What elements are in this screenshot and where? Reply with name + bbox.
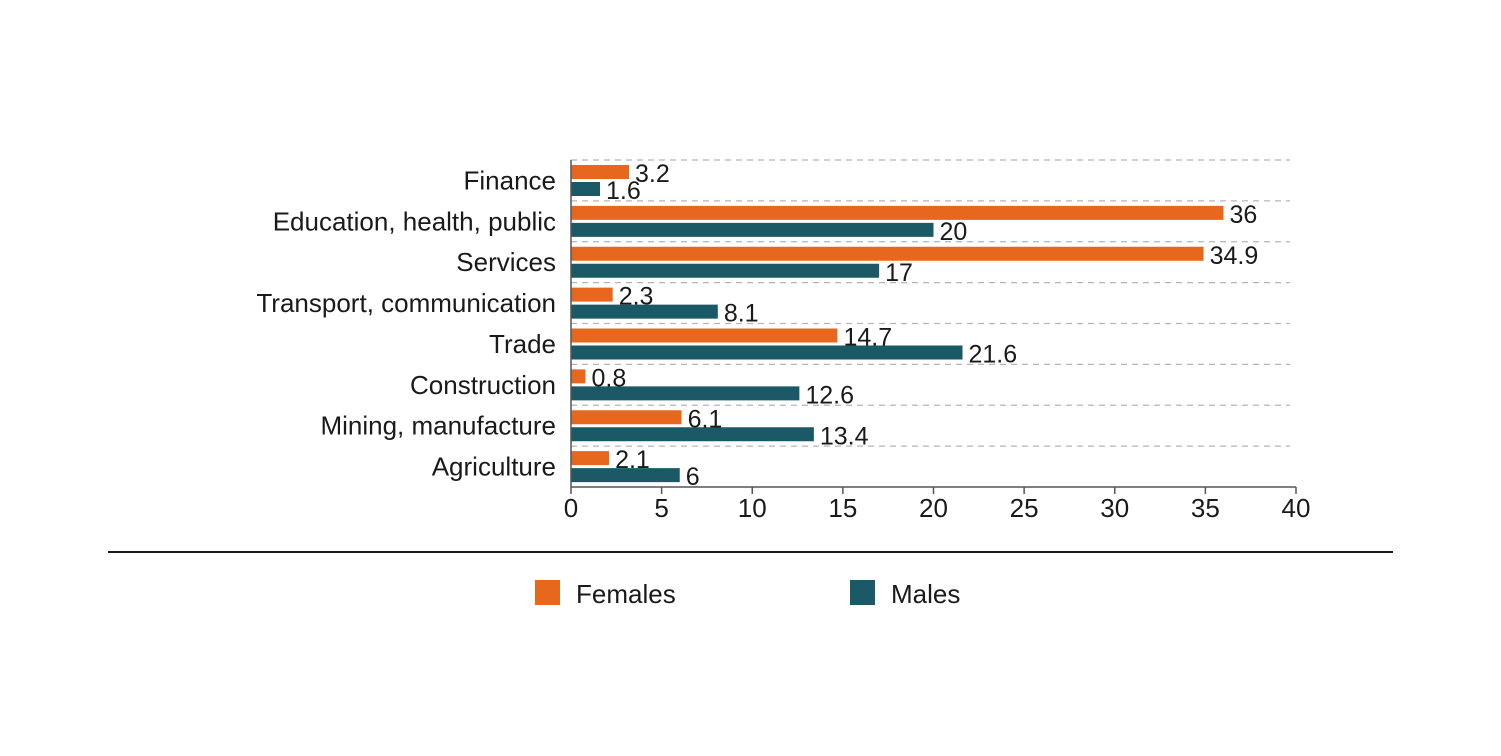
data-label-females-transport-communication: 2.3	[619, 283, 654, 311]
category-labels: Finance Education, health, public Services…	[256, 165, 556, 481]
data-label-males-education-health-public: 20	[940, 218, 968, 246]
bar-males-services	[571, 263, 880, 278]
bar-males-transport-communication	[571, 304, 718, 319]
bar-males-mining-manufacture	[571, 427, 814, 442]
bars	[571, 165, 1224, 483]
bar-males-agriculture	[571, 468, 680, 483]
x-axis: 0 5 10 15 20 25 30 35 40	[564, 160, 1311, 523]
x-tick-label: 10	[738, 493, 767, 523]
bar-females-construction	[571, 369, 586, 384]
category-label-trade: Trade	[489, 329, 556, 359]
legend-label-females: Females	[576, 579, 676, 609]
category-label-services: Services	[456, 247, 556, 277]
x-tick-label: 15	[828, 493, 857, 523]
legend-swatch-females	[535, 580, 560, 605]
x-tick-label: 20	[919, 493, 948, 523]
data-label-males-mining-manufacture: 13.4	[820, 422, 869, 450]
x-tick-label: 5	[654, 493, 668, 523]
data-label-females-education-health-public: 36	[1230, 201, 1258, 229]
data-label-females-trade: 14.7	[843, 324, 892, 352]
bar-males-trade	[571, 345, 963, 360]
bar-females-education-health-public	[571, 205, 1224, 220]
data-labels: 3.21.6 36 20 34.9 17 2.3 8.1 14.7 21.6 0.8 12.6 6.1…	[592, 160, 1259, 491]
gridlines	[571, 159, 1290, 447]
category-label-agriculture: Agriculture	[432, 452, 556, 482]
data-label-females-mining-manufacture: 6.1	[688, 405, 723, 433]
bar-males-education-health-public	[571, 222, 934, 237]
data-label-females-services: 34.9	[1210, 242, 1259, 270]
bar-females-agriculture	[571, 451, 610, 466]
data-label-males-finance: 1.6	[606, 177, 641, 205]
category-label-mining-manufacture: Mining, manufacture	[320, 411, 556, 441]
x-tick-label: 30	[1100, 493, 1129, 523]
data-label-males-construction: 12.6	[805, 381, 854, 409]
bar-females-services	[571, 246, 1204, 261]
legend-label-males: Males	[891, 579, 960, 609]
bar-females-transport-communication	[571, 287, 613, 302]
category-label-finance: Finance	[464, 165, 557, 195]
x-tick-label: 40	[1282, 493, 1311, 523]
data-label-females-finance: 3.2	[635, 160, 670, 188]
bar-males-finance	[571, 182, 600, 196]
data-label-males-trade: 21.6	[969, 341, 1018, 369]
category-label-construction: Construction	[410, 370, 556, 400]
category-label-education-health-public: Education, health, public	[273, 206, 556, 236]
bar-females-finance	[571, 165, 629, 179]
bar-females-trade	[571, 328, 838, 343]
category-label-transport-communication: Transport, communication	[256, 288, 556, 318]
legend: Females Males	[535, 579, 960, 609]
data-label-males-services: 17	[885, 259, 913, 287]
bar-males-construction	[571, 386, 800, 401]
data-label-females-construction: 0.8	[592, 364, 627, 392]
bar-females-mining-manufacture	[571, 410, 682, 425]
legend-swatch-males	[850, 580, 875, 605]
x-tick-label: 25	[1010, 493, 1039, 523]
data-label-males-transport-communication: 8.1	[724, 300, 759, 328]
data-label-males-agriculture: 6	[686, 463, 700, 491]
x-tick-label: 35	[1191, 493, 1220, 523]
data-label-females-agriculture: 2.1	[615, 446, 650, 474]
x-tick-label: 0	[564, 493, 578, 523]
